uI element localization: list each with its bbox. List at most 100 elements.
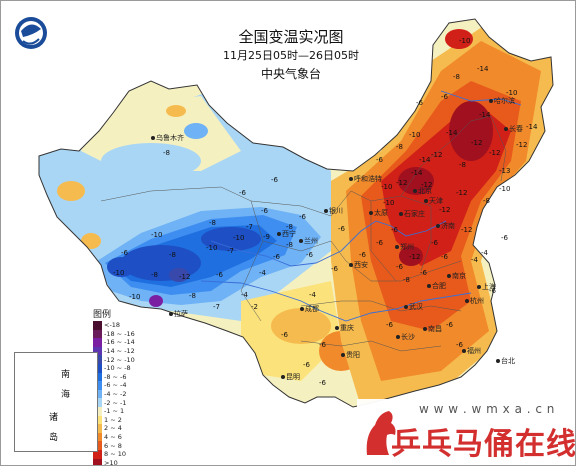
temperature-value: -8: [459, 161, 466, 169]
temperature-value: -8: [483, 197, 490, 205]
temperature-value: -12: [179, 273, 191, 281]
inset-label: 南: [61, 370, 71, 380]
legend-label: -18 ~ -16: [104, 329, 135, 338]
legend-label: 8 ~ 10: [104, 450, 126, 459]
watermark: w w w . w m x a . c n 乒乓马俑在线: [357, 399, 576, 463]
city-label: 天津: [429, 197, 443, 205]
temperature-value: -6: [396, 263, 403, 271]
city-label: 昆明: [286, 373, 300, 381]
city-marker: [404, 305, 408, 309]
legend-label: -4 ~ -2: [104, 390, 127, 399]
legend-swatch: [93, 329, 102, 339]
legend-item: -4 ~ -2: [93, 389, 135, 399]
legend-swatch: [93, 346, 102, 356]
temperature-value: -10: [499, 185, 511, 193]
temperature-value: -6: [359, 251, 366, 259]
city-marker: [496, 359, 500, 363]
legend-item: -12 ~ -10: [93, 355, 135, 364]
temperature-value: -10: [506, 89, 518, 97]
legend-label: 2 ~ 4: [104, 424, 122, 433]
temperature-value: -6: [319, 341, 326, 349]
temperature-value: -6: [239, 189, 246, 197]
temperature-value: -12: [396, 179, 408, 187]
legend-label: -8 ~ -6: [104, 372, 127, 381]
temperature-value: -9: [263, 233, 270, 241]
temperature-value: -6: [376, 239, 383, 247]
legend-label: 4 ~ 6: [104, 433, 122, 442]
city-marker: [395, 245, 399, 249]
province-borders: [100, 115, 507, 352]
watermark-site-name: 乒乓马俑在线: [391, 427, 576, 462]
legend-item: -10 ~ -8: [93, 363, 135, 373]
inset-label: 岛: [49, 433, 59, 443]
legend-swatch: [93, 449, 102, 459]
temperature-value: -12: [516, 141, 528, 149]
temperature-value: -6: [391, 226, 398, 234]
city-marker: [277, 232, 281, 236]
city-marker: [335, 326, 339, 330]
city-label: 成都: [305, 305, 319, 313]
temperature-value: -8: [453, 73, 460, 81]
temperature-value: -6: [299, 213, 306, 221]
city-marker: [504, 127, 508, 131]
temperature-value: -10: [233, 234, 245, 242]
temperature-value: -8: [286, 241, 293, 249]
legend-label: 6 ~ 8: [104, 441, 122, 450]
temperature-value: -10: [381, 183, 393, 191]
temperature-value: -14: [446, 129, 458, 137]
city-label: 北京: [418, 187, 432, 195]
city-label: 兰州: [304, 237, 318, 245]
city-marker: [299, 239, 303, 243]
legend-item: -6 ~ -4: [93, 381, 135, 390]
temperature-value: -12: [489, 149, 501, 157]
map-title: 全国变温实况图: [238, 28, 344, 46]
temperature-value: -6: [306, 251, 313, 259]
city-marker: [169, 312, 173, 316]
city-marker: [300, 307, 304, 311]
temperature-value: -6: [376, 156, 383, 164]
temperature-value: -6: [303, 361, 310, 369]
legend-label: -16 ~ -14: [104, 338, 135, 347]
temperature-value: -6: [456, 341, 463, 349]
temperature-value: -14: [526, 123, 538, 131]
china-border: [38, 18, 554, 408]
city-marker: [465, 299, 469, 303]
city-label: 长沙: [401, 333, 415, 341]
temperature-value: -7: [213, 303, 220, 311]
legend-item: -2 ~ -1: [93, 398, 135, 407]
legend-item: 8 ~ 10: [93, 449, 135, 459]
temperature-value: -13: [499, 167, 511, 175]
temperature-value: -6: [281, 331, 288, 339]
temperature-value: -12: [439, 206, 451, 214]
city-label: 长春: [509, 125, 523, 133]
legend-item: -14 ~ -12: [93, 346, 135, 356]
temperature-value: -10: [459, 37, 471, 45]
city-marker: [349, 263, 353, 267]
city-marker: [447, 274, 451, 278]
temperature-value: -6: [338, 225, 345, 233]
legend-rows: <-18 -18 ~ -16 -16 ~ -14 -14 ~ -12 -12 ~ -10…: [93, 321, 135, 465]
legend-item: -18 ~ -16: [93, 329, 135, 339]
legend-item: 4 ~ 6: [93, 432, 135, 442]
temperature-value: -6: [121, 249, 128, 257]
temperature-value: -12: [409, 253, 421, 261]
city-marker: [396, 335, 400, 339]
temperature-value: -6: [261, 207, 268, 215]
temperature-value: -10: [409, 131, 421, 139]
temperature-value: -14: [411, 169, 423, 177]
temperature-value: -12: [456, 189, 468, 197]
city-label: 南昌: [428, 325, 442, 333]
legend-item: 6 ~ 8: [93, 441, 135, 450]
temperature-value: -8: [189, 292, 196, 300]
city-marker: [341, 353, 345, 357]
temperature-value: -14: [419, 156, 431, 164]
city-label: 西安: [354, 261, 368, 269]
temperature-value: -8: [286, 223, 293, 231]
city-label: 哈尔滨: [494, 97, 515, 105]
city-label: 重庆: [340, 324, 354, 332]
temperature-value: -7: [227, 247, 234, 255]
city-marker: [424, 199, 428, 203]
temperature-value: -4: [259, 269, 266, 277]
city-label: 福州: [467, 347, 481, 355]
